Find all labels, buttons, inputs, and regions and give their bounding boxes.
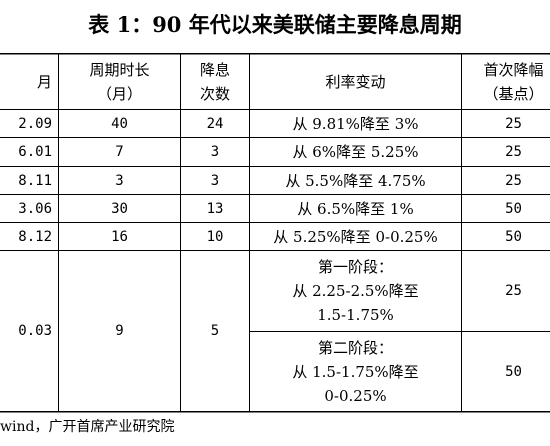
table-row-cuts: 13 [206,200,224,217]
table-row-rate-change: 从 5.5%降至 4.75% [285,171,426,190]
phase-two-first-cut: 50 [505,363,522,380]
header-duration: 周期时长 （月） [89,60,150,103]
table-row-duration: 7 [115,144,124,160]
table-row-first-cut: 50 [505,228,522,245]
table-row-period: 6.01 [18,144,52,160]
table-row-cuts: 24 [206,115,224,132]
table-row-period: 0.03 [18,323,52,339]
table-row-duration: 40 [111,115,128,132]
table-row-first-cut: 50 [505,200,522,217]
table-row-duration: 9 [115,323,124,339]
header-period: 月 [36,72,52,91]
table-row-rate-change: 从 5.25%降至 0-0.25% [273,227,438,246]
table-row-first-cut: 25 [505,115,522,132]
table-row-first-cut: 25 [505,172,522,189]
phase-one-first-cut: 25 [505,283,522,299]
table-row-cuts: 10 [206,228,224,245]
table-row-rate-change: 从 6.5%降至 1% [297,199,414,218]
table-row-period: 2.09 [18,115,52,132]
table-row-duration: 3 [115,172,124,189]
table-title: 表 1：90 年代以来美联储主要降息周期 [88,12,462,37]
phase-one-rate-change: 第一阶段： 从 2.25-2.5%降至 1.5-1.75% [292,258,419,324]
source-note: wind，广开首席产业研究院 [0,419,175,435]
header-first-cut: 首次降幅 （基点） [483,60,544,103]
phase-two-rate-change: 第二阶段： 从 1.5-1.75%降至 0-0.25% [292,338,419,405]
table-row-duration: 30 [111,200,128,217]
table-row-duration: 16 [111,228,128,245]
table-row-rate-change: 从 6%降至 5.25% [292,143,419,161]
table-row-cuts: 3 [210,144,220,160]
table-row-period: 8.12 [18,228,52,245]
table-row-period: 8.11 [18,172,52,189]
table-row-cuts: 3 [210,172,220,189]
table-row-cuts: 5 [210,323,220,339]
table-row-first-cut: 25 [505,144,522,160]
header-rate-change: 利率变动 [325,72,386,91]
header-cuts: 降息 次数 [199,60,230,103]
table-row-rate-change: 从 9.81%降至 3% [292,114,419,133]
table-row-period: 3.06 [18,200,52,217]
